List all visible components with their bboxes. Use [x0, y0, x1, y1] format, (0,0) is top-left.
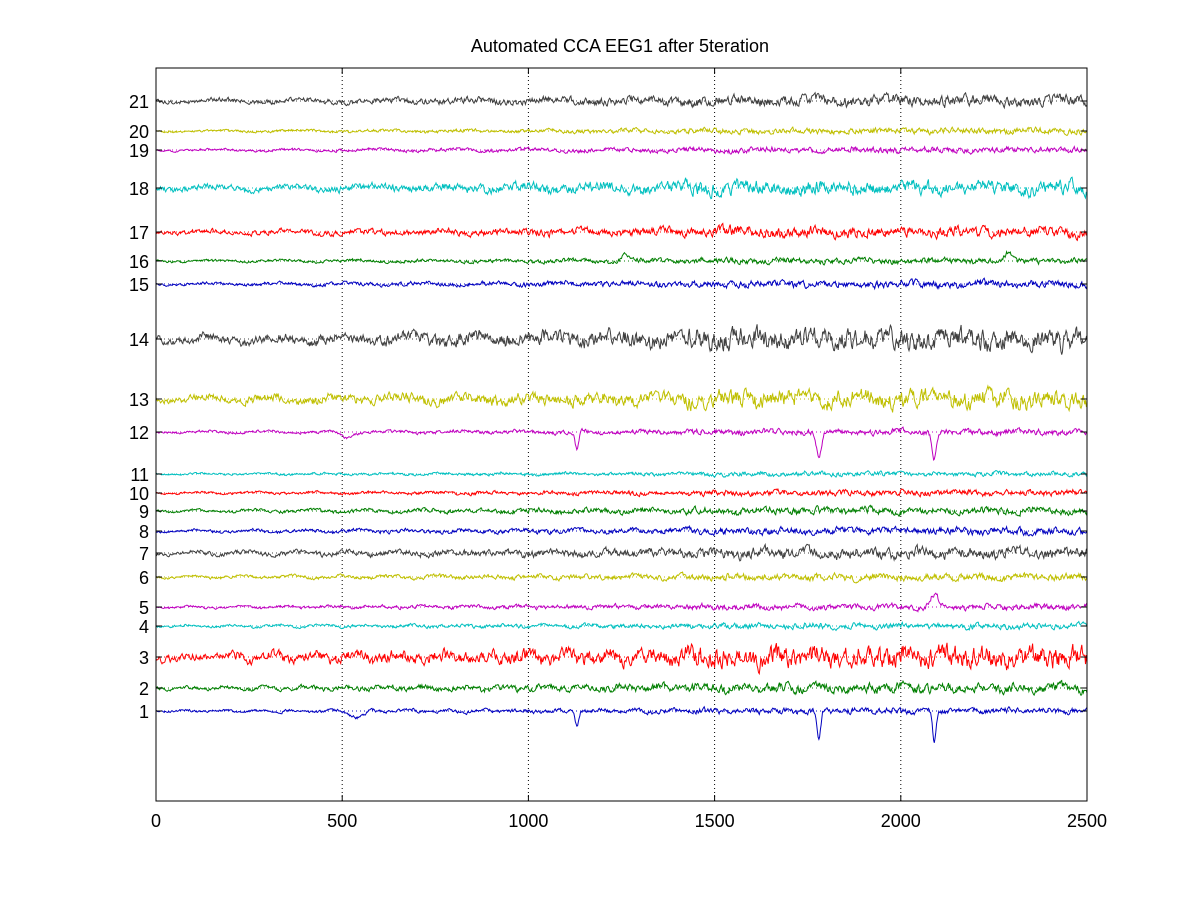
channel-trace-18 [155, 176, 1088, 200]
channel-label-17: 17 [129, 223, 149, 243]
channel-trace-12 [155, 426, 1088, 461]
channel-label-21: 21 [129, 92, 149, 112]
channel-trace-16 [155, 249, 1088, 266]
channel-label-9: 9 [139, 502, 149, 522]
x-tick-label: 2000 [881, 811, 921, 831]
channel-trace-17 [155, 222, 1088, 242]
x-tick-label: 1500 [695, 811, 735, 831]
channel-trace-13 [155, 384, 1088, 413]
x-axis-ticks: 0 500 1000 1500 2000 2500 [151, 68, 1107, 831]
channel-trace-5 [155, 592, 1088, 613]
channel-label-12: 12 [129, 423, 149, 443]
channel-label-10: 10 [129, 484, 149, 504]
channel-trace-1 [155, 705, 1088, 743]
channel-label-18: 18 [129, 179, 149, 199]
channel-label-3: 3 [139, 648, 149, 668]
channel-label-16: 16 [129, 252, 149, 272]
channel-trace-10 [155, 487, 1088, 498]
channel-trace-19 [155, 145, 1088, 155]
channel-label-11: 11 [130, 465, 149, 485]
channel-trace-15 [155, 277, 1088, 291]
channel-trace-3 [155, 642, 1088, 676]
x-tick-label: 2500 [1067, 811, 1107, 831]
channel-label-20: 20 [129, 122, 149, 142]
channel-label-1: 1 [139, 702, 149, 722]
channel-label-19: 19 [129, 141, 149, 161]
channel-trace-9 [155, 504, 1088, 518]
channel-trace-20 [155, 126, 1088, 137]
channel-trace-8 [155, 524, 1088, 537]
channel-trace-6 [155, 571, 1088, 584]
channel-label-4: 4 [139, 617, 149, 637]
channel-trace-14 [155, 323, 1088, 355]
channel-trace-21 [155, 91, 1088, 110]
x-tick-label: 0 [151, 811, 161, 831]
channel-trace-2 [155, 679, 1088, 697]
channel-label-8: 8 [139, 522, 149, 542]
channel-trace-11 [155, 469, 1088, 479]
channel-label-2: 2 [139, 679, 149, 699]
x-tick-label: 1000 [508, 811, 548, 831]
channel-label-5: 5 [139, 598, 149, 618]
channel-label-7: 7 [139, 544, 149, 564]
plot-area-frame [155, 67, 1088, 802]
channel-trace-4 [156, 620, 1088, 632]
channel-label-15: 15 [129, 275, 149, 295]
x-tick-label: 500 [327, 811, 357, 831]
channel-label-14: 14 [129, 330, 149, 350]
channel-label-6: 6 [139, 568, 149, 588]
channel-label-13: 13 [129, 390, 149, 410]
chart-title: Automated CCA EEG1 after 5teration [471, 36, 769, 56]
channel-trace-7 [155, 542, 1088, 562]
series-layer [155, 91, 1088, 743]
